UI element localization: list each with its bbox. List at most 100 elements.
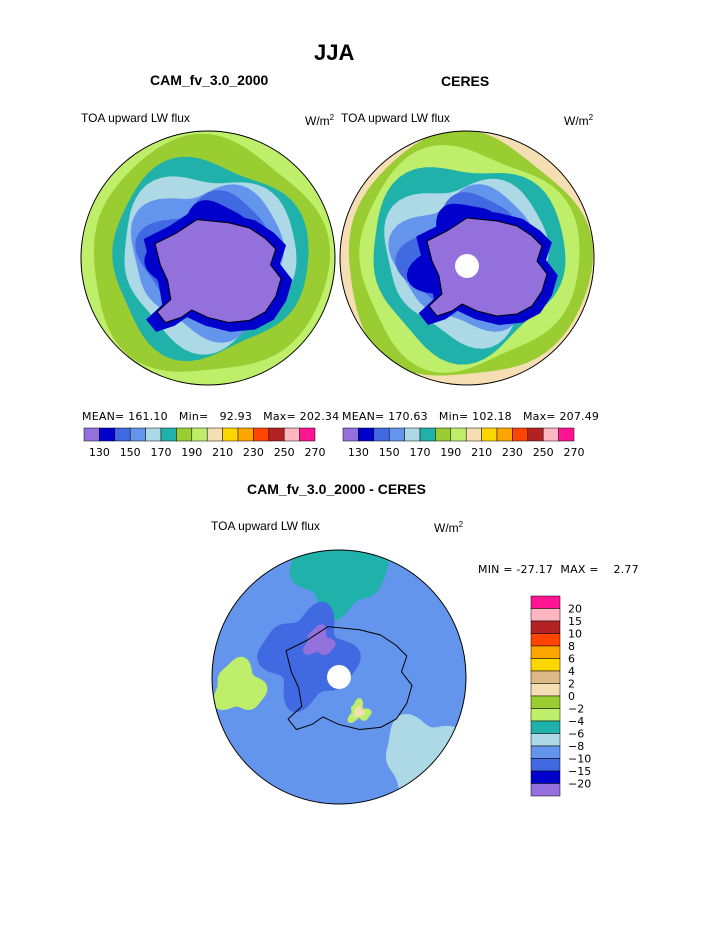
colorbar-tick: 230 — [243, 446, 264, 459]
colorbar-box — [373, 427, 390, 442]
diff-colorbar-box — [530, 683, 561, 697]
map-border — [339, 130, 595, 386]
panel-1-title: CAM_fv_3.0_2000 — [150, 72, 269, 88]
panel-2-unit: W/m2 — [564, 113, 593, 128]
diff-unit-exp: 2 — [458, 520, 464, 529]
colorbar-box — [342, 427, 359, 442]
colorbar-box — [268, 427, 285, 442]
colorbar-box — [283, 427, 300, 442]
diff-colorbar-box — [530, 670, 561, 684]
colorbar-tick: 270 — [564, 446, 585, 459]
colorbar-box — [435, 427, 452, 442]
diff-colorbar-tick: −6 — [568, 728, 584, 741]
diff-map — [212, 550, 466, 804]
diff-colorbar-tick: −8 — [568, 740, 584, 753]
diff-unit-base: W/m — [434, 521, 459, 535]
colorbar-box — [527, 427, 544, 442]
diff-colorbar-tick: 15 — [568, 615, 582, 628]
coastline — [285, 626, 413, 731]
diff-patch — [213, 656, 268, 710]
panel-1-min: 92.93 — [219, 410, 253, 423]
pole-hole — [327, 665, 351, 689]
panel-1-unit-exp: 2 — [329, 113, 335, 122]
colorbar-tick: 130 — [89, 446, 110, 459]
colorbar-box — [299, 427, 316, 442]
colorbar-box — [450, 427, 467, 442]
colorbar-tick: 170 — [151, 446, 172, 459]
panel-1-map — [81, 131, 335, 385]
diff-stats: MIN = -27.17 MAX = 2.77 — [478, 563, 639, 576]
panel-1-min-label: Min= — [178, 410, 209, 423]
panel-1-max: 202.34 — [299, 410, 340, 423]
diff-colorbar-box — [530, 620, 561, 634]
diff-colorbar-box — [530, 645, 561, 659]
diff-colorbar-tick: 4 — [568, 665, 575, 678]
diff-title: CAM_fv_3.0_2000 - CERES — [247, 481, 426, 497]
diff-colorbar-box — [530, 695, 561, 709]
colorbar-box — [496, 427, 513, 442]
diff-colorbar-tick: −20 — [568, 778, 591, 791]
diff-colorbar-tick: 2 — [568, 678, 575, 691]
colorbar-box — [419, 427, 436, 442]
diff-colorbar-box — [530, 733, 561, 747]
diff-colorbar-box — [530, 783, 561, 797]
colorbar-box — [465, 427, 482, 442]
colorbar-tick: 150 — [379, 446, 400, 459]
panel-2-stats: MEAN= 170.63 Min= 102.18 Max= 207.49 — [342, 410, 599, 423]
panel-2-mean-label: MEAN= — [342, 410, 385, 423]
diff-colorbar-box — [530, 658, 561, 672]
pole-hole — [455, 254, 479, 278]
panel-2-min: 102.18 — [472, 410, 512, 423]
diff-patch — [353, 705, 365, 717]
colorbar-tick: 130 — [348, 446, 369, 459]
colorbar-tick: 230 — [502, 446, 523, 459]
colorbar-tick: 150 — [120, 446, 141, 459]
diff-colorbar-tick: 0 — [568, 690, 575, 703]
colorbar-tick: 250 — [533, 446, 554, 459]
diff-colorbar-tick: −10 — [568, 753, 591, 766]
colorbar-box — [160, 427, 177, 442]
diff-colorbar-box — [530, 595, 561, 609]
colorbar-box — [481, 427, 498, 442]
panel-1-unit: W/m2 — [305, 113, 334, 128]
colorbar-box — [129, 427, 146, 442]
colorbar-box — [542, 427, 559, 442]
colorbar-tick: 170 — [410, 446, 431, 459]
panel-2-max: 207.49 — [559, 410, 600, 423]
colorbar-box — [114, 427, 131, 442]
panel-2-title: CERES — [441, 73, 490, 89]
colorbar-box — [404, 427, 421, 442]
panel-1-mean: 161.10 — [128, 410, 168, 423]
diff-unit: W/m2 — [434, 520, 463, 535]
panel-1-variable: TOA upward LW flux — [81, 111, 190, 125]
colorbar-tick: 270 — [305, 446, 326, 459]
map-overlay — [80, 130, 595, 805]
colorbar-box — [222, 427, 239, 442]
figure-title: JJA — [314, 40, 355, 65]
colorbar-box — [558, 427, 575, 442]
colorbar-box — [99, 427, 116, 442]
diff-colorbar-box — [530, 720, 561, 734]
diff-patch — [303, 624, 336, 656]
colorbar-tick: 210 — [471, 446, 492, 459]
panel-2-unit-exp: 2 — [588, 113, 594, 122]
colorbar-box — [191, 427, 208, 442]
colorbar-box — [206, 427, 223, 442]
colorbar-box — [237, 427, 254, 442]
diff-colorbar-box — [530, 745, 561, 759]
colorbar-tick: 250 — [274, 446, 295, 459]
colorbar-box — [358, 427, 375, 442]
diff-colorbar-tick: −2 — [568, 703, 584, 716]
colorbar-box — [253, 427, 270, 442]
colorbar-box — [83, 427, 100, 442]
diff-colorbar-box — [530, 633, 561, 647]
diff-colorbar-box — [530, 608, 561, 622]
colorbar-tick: 190 — [181, 446, 202, 459]
panel-2-unit-base: W/m — [564, 114, 589, 128]
panel-2-max-label: Max= — [522, 410, 556, 423]
colorbar-box — [145, 427, 162, 442]
diff-colorbar-tick: −15 — [568, 765, 591, 778]
map-border — [211, 549, 467, 805]
map-border — [80, 130, 336, 386]
